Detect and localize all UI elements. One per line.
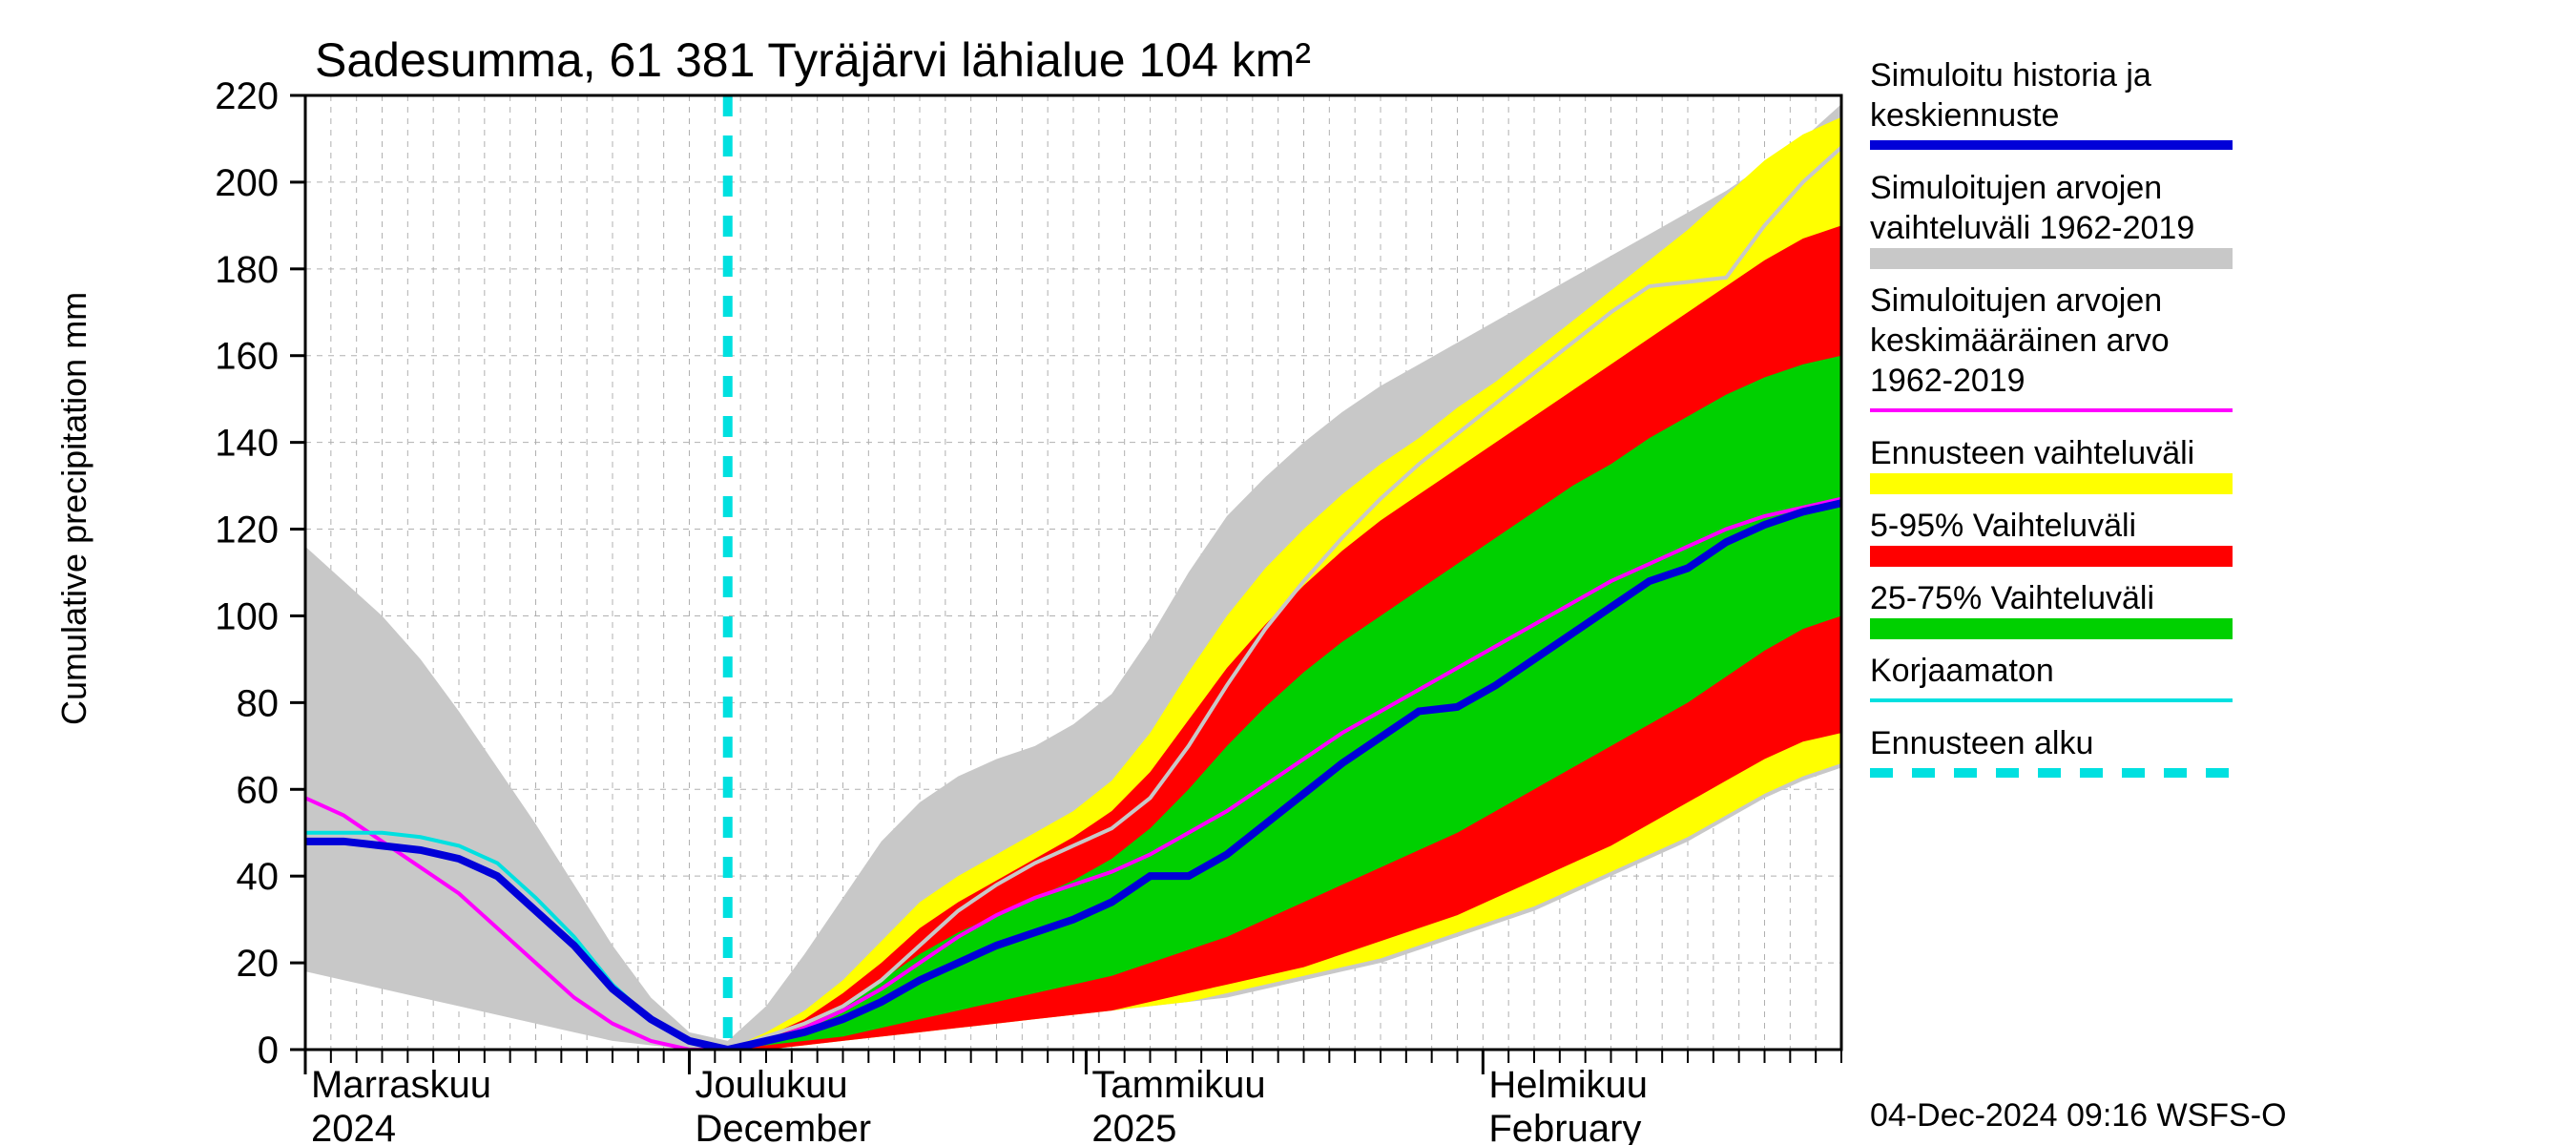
xtick-label-bot: 2024 xyxy=(311,1108,396,1145)
legend-swatch xyxy=(1870,473,2233,494)
ytick-label: 220 xyxy=(215,75,279,117)
ytick-label: 120 xyxy=(215,510,279,552)
ytick-label: 0 xyxy=(258,1030,279,1072)
legend-label: vaihteluväli 1962-2019 xyxy=(1870,210,2194,246)
chart-container: 020406080100120140160180200220Marraskuu2… xyxy=(0,0,2576,1145)
legend-label: Simuloitujen arvojen xyxy=(1870,282,2162,319)
legend-label: Simuloitu historia ja xyxy=(1870,57,2151,94)
ytick-label: 200 xyxy=(215,162,279,204)
footer-timestamp: 04-Dec-2024 09:16 WSFS-O xyxy=(1870,1097,2287,1134)
ytick-label: 80 xyxy=(237,682,280,724)
xtick-label-bot: 2025 xyxy=(1091,1108,1176,1145)
ytick-label: 140 xyxy=(215,423,279,465)
legend-label: keskimääräinen arvo xyxy=(1870,323,2170,359)
legend-swatch xyxy=(1870,248,2233,269)
ytick-label: 180 xyxy=(215,249,279,291)
xtick-label-top: Marraskuu xyxy=(311,1064,491,1106)
legend-swatch xyxy=(1870,618,2233,639)
xtick-label-top: Tammikuu xyxy=(1091,1064,1265,1106)
chart-title: Sadesumma, 61 381 Tyräjärvi lähialue 104… xyxy=(315,33,1311,87)
legend-label: keskiennuste xyxy=(1870,97,2059,134)
legend-label: Korjaamaton xyxy=(1870,653,2054,689)
ytick-label: 20 xyxy=(237,943,280,985)
y-axis-label: Cumulative precipitation mm xyxy=(54,292,93,725)
xtick-label-top: Helmikuu xyxy=(1488,1064,1648,1106)
xtick-label-bot: December xyxy=(696,1108,872,1145)
legend-label: Simuloitujen arvojen xyxy=(1870,170,2162,206)
legend-label: Ennusteen alku xyxy=(1870,725,2093,761)
ytick-label: 160 xyxy=(215,336,279,378)
xtick-label-bot: February xyxy=(1488,1108,1641,1145)
ytick-label: 100 xyxy=(215,595,279,637)
precip-chart: 020406080100120140160180200220Marraskuu2… xyxy=(0,0,2576,1145)
legend-swatch xyxy=(1870,546,2233,567)
legend-label: 1962-2019 xyxy=(1870,363,2025,399)
legend-label: 5-95% Vaihteluväli xyxy=(1870,508,2136,544)
ytick-label: 60 xyxy=(237,769,280,811)
legend-label: 25-75% Vaihteluväli xyxy=(1870,580,2154,616)
legend-label: Ennusteen vaihteluväli xyxy=(1870,435,2194,471)
ytick-label: 40 xyxy=(237,856,280,898)
xtick-label-top: Joulukuu xyxy=(696,1064,848,1106)
